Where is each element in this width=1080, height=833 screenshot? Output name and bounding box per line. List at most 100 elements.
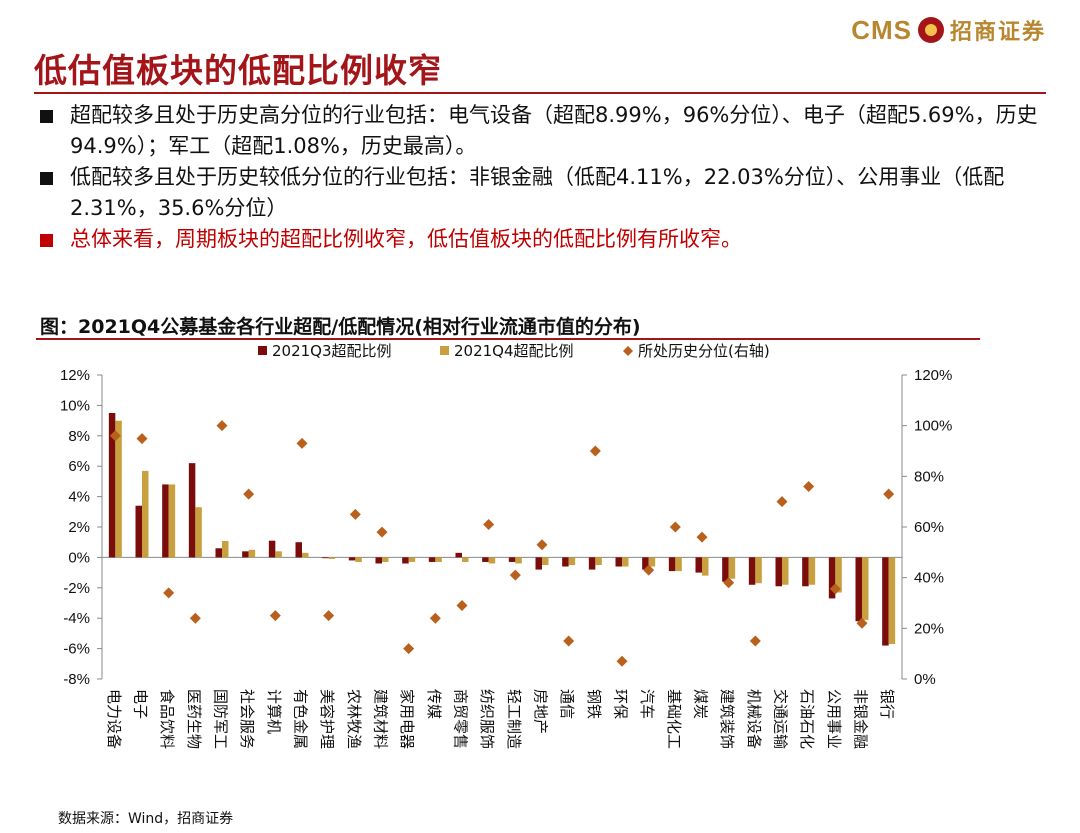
right-tick-label: 80% [914,468,944,485]
logo-cms: CMS [851,14,912,45]
left-tick-label: -8% [63,671,90,688]
category-label: 房地产 [532,689,550,734]
bar-2021q3 [695,557,702,573]
category-label: 交通运输 [772,689,790,749]
left-tick-label: 8% [68,428,90,445]
category-label: 有色金属 [292,689,310,749]
bar-2021q3 [642,557,649,570]
percentile-point [856,617,868,629]
percentile-point [883,488,895,500]
bar-2021q3 [668,557,676,572]
bar-2021q4 [542,557,549,565]
legend-swatch-2021q3 [258,346,267,355]
logo-mark-icon [917,17,944,43]
right-tick-label: 20% [914,620,944,637]
left-tick-label: 0% [68,549,90,566]
percentile-point [483,518,495,530]
left-tick-label: 6% [68,458,90,475]
category-label: 石油石化 [798,689,816,749]
bar-2021q4 [248,549,256,558]
logo: CMS 招商证券 [851,14,1046,46]
right-tick-label: 120% [914,367,952,384]
category-label: 社会服务 [238,689,256,749]
category-label: 轻工制造 [505,689,523,749]
bar-2021q3 [482,557,489,562]
percentile-point [616,655,628,667]
bar-2021q4 [862,557,869,620]
category-label: 机械设备 [745,689,763,749]
chart-caption-divider [36,338,980,340]
bar-2021q4 [222,540,229,558]
percentile-point [776,496,788,508]
percentile-point [189,612,201,624]
legend-label-2021q3: 2021Q3超配比例 [272,342,392,360]
bar-2021q4 [168,484,176,558]
bar-2021q3 [188,463,196,558]
bullet-item: 低配较多且处于历史较低分位的行业包括：非银金融（低配4.11%，22.03%分位… [40,162,1050,224]
bar-2021q4 [648,557,656,567]
square-bullet-icon [40,224,70,255]
percentile-point [403,643,415,655]
category-label: 银行 [878,689,896,719]
legend-label-2021q4: 2021Q4超配比例 [454,342,574,360]
bar-2021q3 [775,557,782,587]
bar-2021q3 [535,557,542,570]
bar-2021q3 [562,557,569,567]
bar-2021q4 [435,557,442,562]
bar-2021q3 [322,557,329,559]
left-tick-label: 12% [60,367,90,384]
category-label: 电力设备 [105,689,123,749]
bar-2021q3 [402,557,409,564]
left-tick-label: 2% [68,519,90,536]
bar-2021q4 [702,557,709,576]
bar-2021q4 [782,557,789,585]
category-label: 农林牧渔 [345,689,363,749]
bullet-text: 总体来看，周期板块的超配比例收窄，低估值板块的低配比例有所收窄。 [70,227,742,251]
bar-2021q3 [802,557,809,587]
bar-2021q4 [835,557,842,593]
percentile-point [669,521,681,533]
bar-2021q3 [242,551,249,558]
bar-2021q3 [348,557,356,561]
square-bullet-icon [40,162,70,224]
left-tick-label: -6% [63,641,90,658]
category-label: 环保 [612,689,630,719]
percentile-point [296,437,308,449]
bar-2021q3 [615,557,622,567]
category-label: 汽车 [638,689,656,719]
left-tick-label: 4% [68,489,90,506]
square-bullet-icon [40,100,70,162]
right-tick-label: 0% [914,671,936,688]
percentile-point [749,635,761,647]
bar-2021q4 [408,557,416,562]
left-tick-label: 10% [60,397,90,414]
bar-2021q3 [882,557,889,646]
category-label: 钢铁 [585,689,603,719]
bar-2021q4 [382,557,389,562]
bar-2021q4 [888,557,896,645]
category-label: 商贸零售 [452,689,470,749]
bar-2021q4 [275,551,282,558]
page-title: 低估值板块的低配比例收窄 [34,51,442,90]
right-tick-label: 60% [914,519,944,536]
left-tick-label: -4% [63,610,90,627]
percentile-point [243,488,255,500]
percentile-point [829,583,841,595]
left-tick-label: -2% [63,580,90,597]
category-label: 煤炭 [692,689,710,719]
category-label: 建筑材料 [372,689,390,749]
category-label: 计算机 [265,689,283,734]
bar-2021q4 [515,557,522,564]
bar-2021q3 [375,557,382,564]
percentile-point [216,420,228,432]
percentile-point [163,587,175,599]
bar-2021q3 [855,557,862,622]
bar-2021q3 [455,552,462,558]
bar-2021q4 [595,557,602,565]
bullet-item-summary: 总体来看，周期板块的超配比例收窄，低估值板块的低配比例有所收窄。 [40,224,1050,255]
bullet-text: 低配较多且处于历史较低分位的行业包括：非银金融（低配4.11%，22.03%分位… [70,165,1005,220]
bar-2021q4 [462,557,469,562]
bar-2021q3 [135,505,142,558]
bar-2021q3 [828,557,836,599]
